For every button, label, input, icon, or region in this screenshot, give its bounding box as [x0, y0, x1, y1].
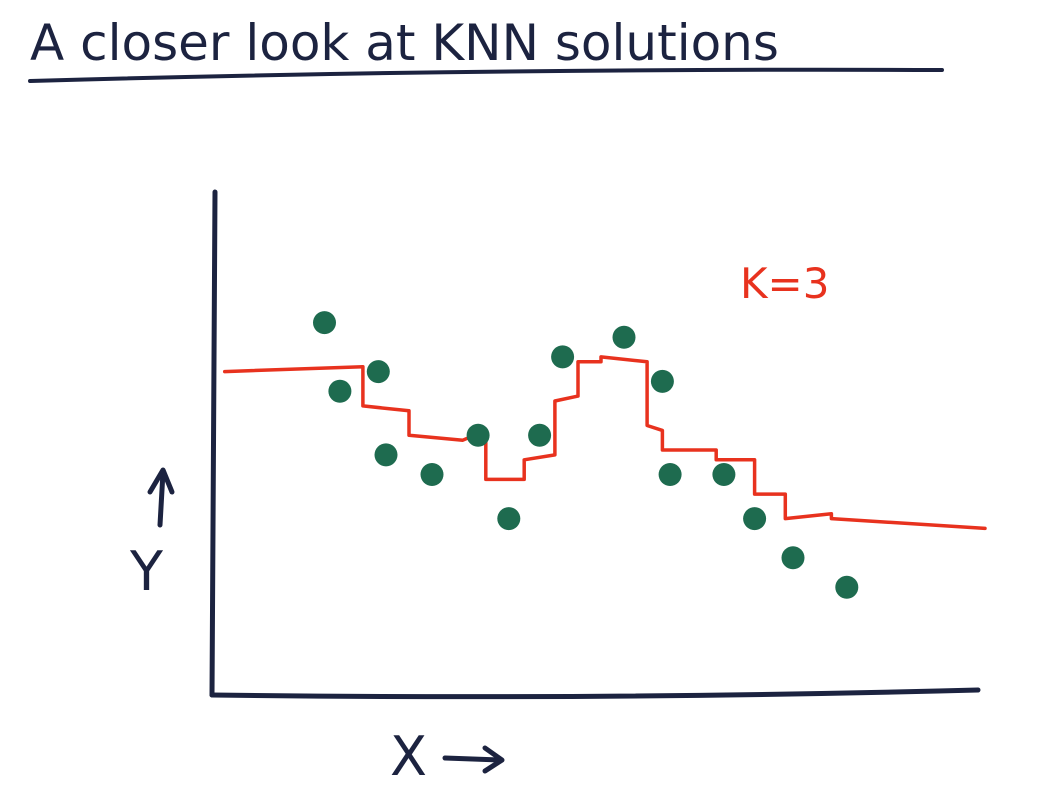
data-point	[374, 443, 398, 467]
right-arrow-icon	[442, 745, 505, 774]
data-point	[743, 507, 767, 531]
up-arrow-icon	[147, 467, 175, 528]
x-axis-line	[209, 687, 981, 700]
data-point	[712, 463, 736, 486]
data-point	[528, 423, 552, 447]
data-point	[497, 507, 521, 531]
data-point	[466, 423, 490, 447]
knn-fit-line	[222, 355, 987, 531]
data-point	[328, 379, 352, 403]
data-point	[551, 345, 575, 369]
data-point	[420, 463, 444, 486]
k-value-annotation: K=3	[740, 259, 829, 308]
data-point	[835, 575, 859, 599]
y-axis-line	[209, 189, 218, 698]
y-axis-label: Y	[129, 540, 164, 603]
data-point	[366, 360, 390, 384]
title-underline	[28, 67, 944, 83]
page-title: A closer look at KNN solutions	[30, 14, 779, 72]
data-point	[658, 463, 682, 486]
data-point	[313, 311, 336, 335]
x-axis-label: X	[390, 725, 427, 788]
data-point	[650, 369, 674, 393]
data-point	[612, 325, 636, 349]
data-point	[781, 546, 805, 570]
